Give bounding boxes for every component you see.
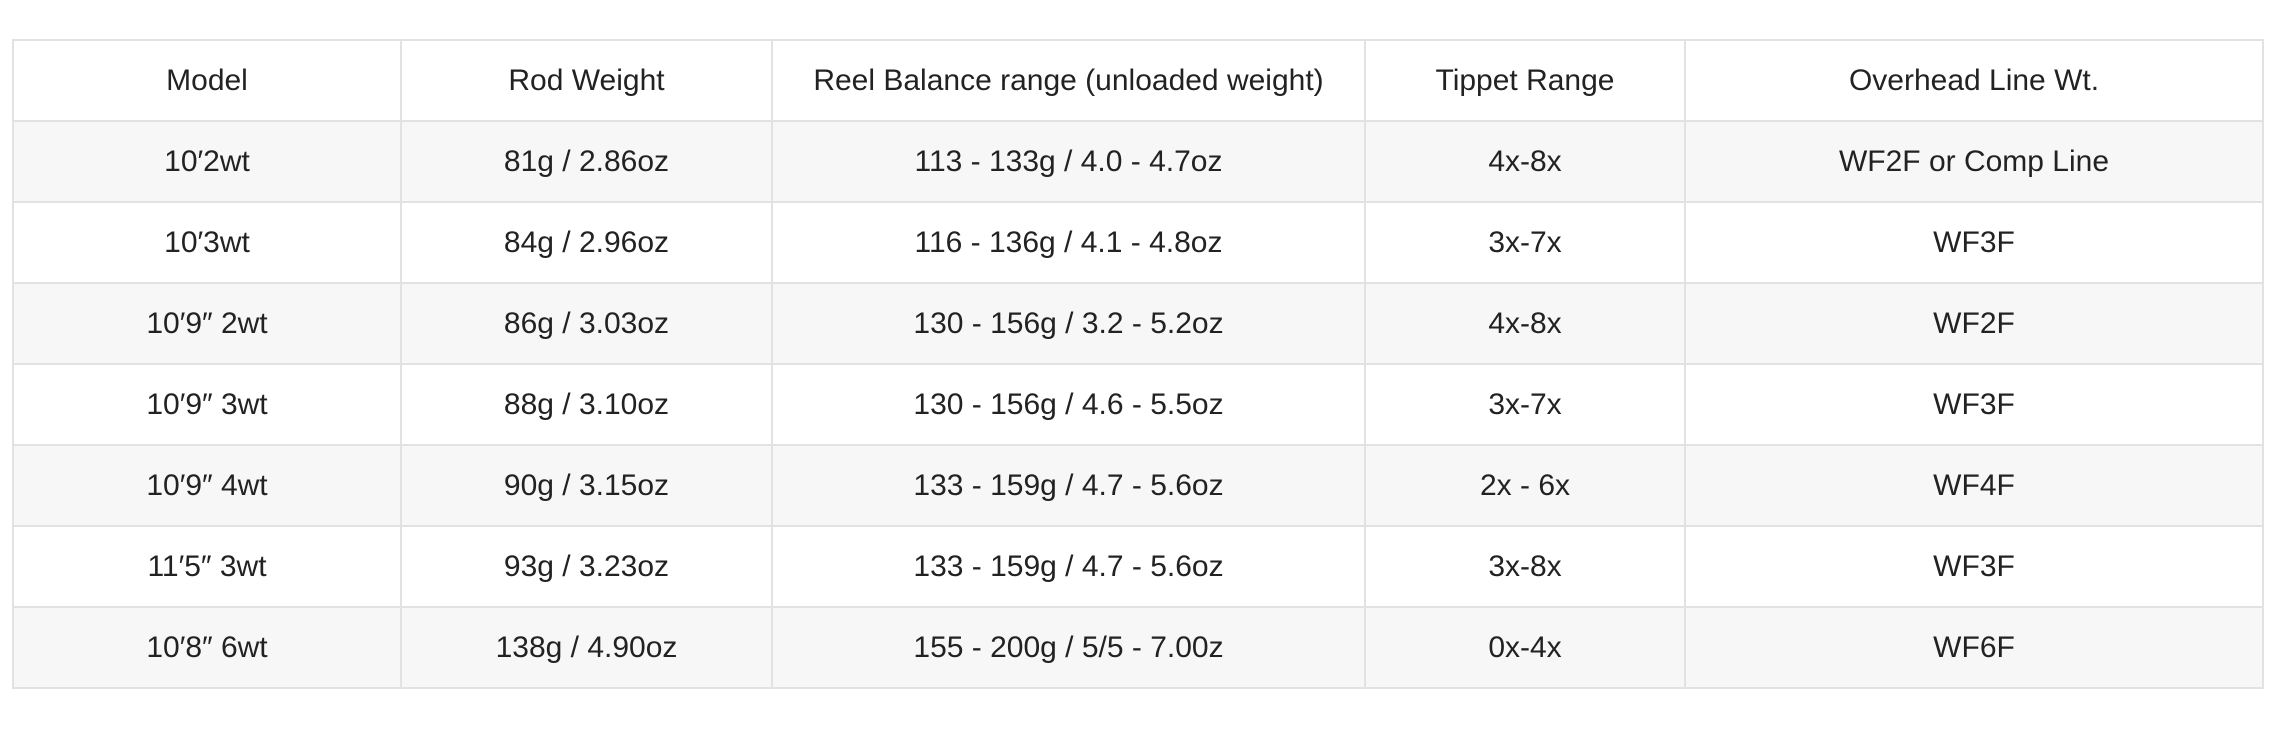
cell-line-weight: WF3F — [1684, 201, 2264, 284]
cell-tippet-range: 0x-4x — [1364, 606, 1686, 689]
cell-line-weight: WF3F — [1684, 525, 2264, 608]
cell-model: 10′3wt — [12, 201, 402, 284]
cell-line-weight: WF2F or Comp Line — [1684, 120, 2264, 203]
cell-tippet-range: 2x - 6x — [1364, 444, 1686, 527]
cell-reel-balance: 113 - 133g / 4.0 - 4.7oz — [771, 120, 1366, 203]
cell-rod-weight: 81g / 2.86oz — [400, 120, 773, 203]
cell-rod-weight: 93g / 3.23oz — [400, 525, 773, 608]
table-row: 11′5″ 3wt 93g / 3.23oz 133 - 159g / 4.7 … — [12, 525, 2264, 608]
table-row: 10′9″ 3wt 88g / 3.10oz 130 - 156g / 4.6 … — [12, 363, 2264, 446]
header-tippet-range: Tippet Range — [1364, 39, 1686, 122]
cell-rod-weight: 138g / 4.90oz — [400, 606, 773, 689]
cell-model: 10′8″ 6wt — [12, 606, 402, 689]
cell-rod-weight: 84g / 2.96oz — [400, 201, 773, 284]
cell-tippet-range: 4x-8x — [1364, 120, 1686, 203]
cell-reel-balance: 133 - 159g / 4.7 - 5.6oz — [771, 444, 1366, 527]
header-model: Model — [12, 39, 402, 122]
cell-model: 10′9″ 2wt — [12, 282, 402, 365]
header-rod-weight: Rod Weight — [400, 39, 773, 122]
cell-rod-weight: 90g / 3.15oz — [400, 444, 773, 527]
table-row: 10′8″ 6wt 138g / 4.90oz 155 - 200g / 5/5… — [12, 606, 2264, 689]
cell-reel-balance: 130 - 156g / 4.6 - 5.5oz — [771, 363, 1366, 446]
cell-reel-balance: 133 - 159g / 4.7 - 5.6oz — [771, 525, 1366, 608]
table-row: 10′3wt 84g / 2.96oz 116 - 136g / 4.1 - 4… — [12, 201, 2264, 284]
cell-reel-balance: 116 - 136g / 4.1 - 4.8oz — [771, 201, 1366, 284]
rod-spec-table: Model Rod Weight Reel Balance range (unl… — [12, 39, 2264, 689]
table-row: 10′9″ 4wt 90g / 3.15oz 133 - 159g / 4.7 … — [12, 444, 2264, 527]
cell-line-weight: WF3F — [1684, 363, 2264, 446]
cell-tippet-range: 4x-8x — [1364, 282, 1686, 365]
header-line-weight: Overhead Line Wt. — [1684, 39, 2264, 122]
cell-rod-weight: 88g / 3.10oz — [400, 363, 773, 446]
cell-reel-balance: 130 - 156g / 3.2 - 5.2oz — [771, 282, 1366, 365]
header-reel-balance: Reel Balance range (unloaded weight) — [771, 39, 1366, 122]
cell-line-weight: WF4F — [1684, 444, 2264, 527]
cell-model: 10′9″ 3wt — [12, 363, 402, 446]
cell-reel-balance: 155 - 200g / 5/5 - 7.00z — [771, 606, 1366, 689]
table-row: 10′2wt 81g / 2.86oz 113 - 133g / 4.0 - 4… — [12, 120, 2264, 203]
cell-model: 11′5″ 3wt — [12, 525, 402, 608]
cell-line-weight: WF2F — [1684, 282, 2264, 365]
cell-line-weight: WF6F — [1684, 606, 2264, 689]
cell-model: 10′9″ 4wt — [12, 444, 402, 527]
cell-rod-weight: 86g / 3.03oz — [400, 282, 773, 365]
cell-tippet-range: 3x-8x — [1364, 525, 1686, 608]
table-header-row: Model Rod Weight Reel Balance range (unl… — [12, 39, 2264, 122]
cell-tippet-range: 3x-7x — [1364, 201, 1686, 284]
cell-model: 10′2wt — [12, 120, 402, 203]
table-row: 10′9″ 2wt 86g / 3.03oz 130 - 156g / 3.2 … — [12, 282, 2264, 365]
cell-tippet-range: 3x-7x — [1364, 363, 1686, 446]
